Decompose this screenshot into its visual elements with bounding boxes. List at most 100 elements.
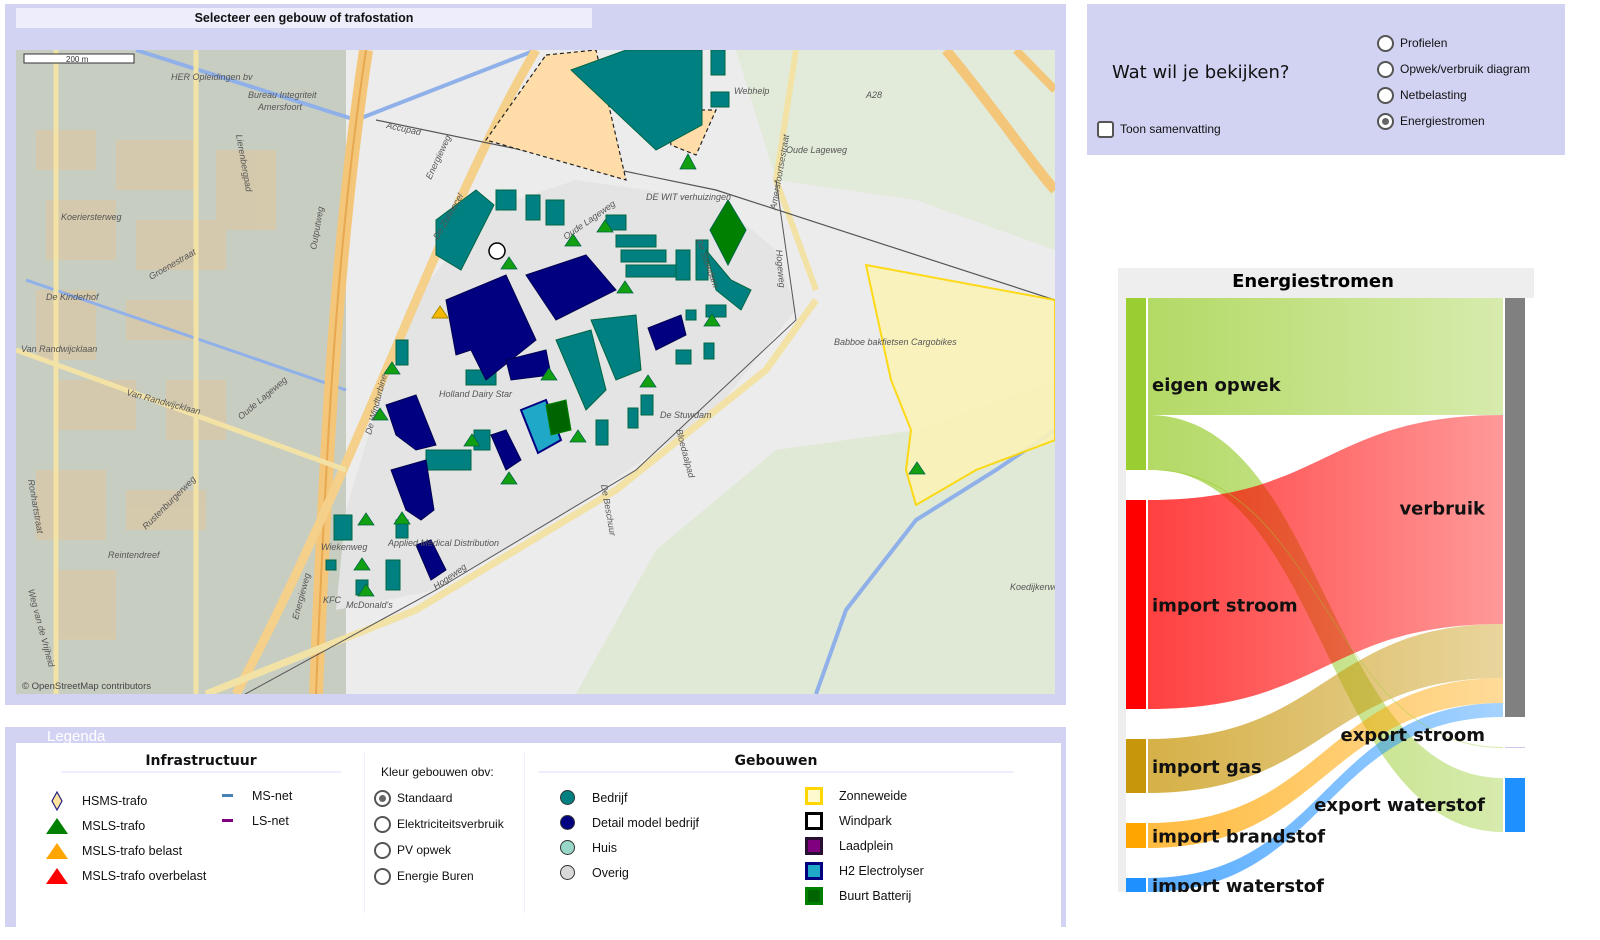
svg-text:Babboe bakfietsen Cargobikes: Babboe bakfietsen Cargobikes bbox=[834, 337, 957, 347]
radio-opwek-verbruik[interactable]: Opwek/verbruik diagram bbox=[1377, 56, 1530, 82]
svg-text:Bureau Integriteit: Bureau Integriteit bbox=[248, 90, 317, 100]
radio-standaard[interactable]: Standaard bbox=[374, 785, 504, 811]
line-icon bbox=[216, 819, 238, 822]
railway bbox=[375, 119, 1055, 301]
radio-circle[interactable] bbox=[1377, 34, 1394, 52]
net-items: MS-net LS-net bbox=[216, 783, 292, 833]
radio-circle[interactable] bbox=[374, 867, 391, 885]
sankey-link-istroom-verbruik[interactable] bbox=[1148, 415, 1503, 709]
infra-heading: Infrastructuur bbox=[61, 753, 341, 773]
radio-elektriciteitsverbruik[interactable]: Elektriciteitsverbruik bbox=[374, 811, 504, 837]
buildings-detail-model[interactable] bbox=[385, 254, 687, 581]
svg-text:DE WIT verhuizingen: DE WIT verhuizingen bbox=[646, 192, 731, 202]
radio-energiestromen[interactable]: Energiestromen bbox=[1377, 108, 1530, 134]
sankey-node-ewater[interactable] bbox=[1505, 778, 1525, 832]
svg-text:Energieweg: Energieweg bbox=[424, 134, 453, 181]
legend-overig: Overig bbox=[556, 860, 699, 885]
circle-icon bbox=[556, 815, 578, 830]
buurt-batterij[interactable] bbox=[545, 399, 572, 436]
circle-icon bbox=[556, 865, 578, 880]
radio-circle-selected[interactable] bbox=[374, 789, 391, 807]
svg-text:Applied Medical Distribution: Applied Medical Distribution bbox=[387, 538, 499, 548]
building-dot-items: Bedrijf Detail model bedrijf Huis Overig bbox=[556, 785, 699, 885]
scale-bar: 200 m bbox=[23, 53, 135, 64]
sankey-node-label: export stroom bbox=[1340, 725, 1485, 746]
legend-msls-trafo: MSLS-trafo bbox=[46, 813, 206, 838]
hsms-trafo-windpark[interactable] bbox=[709, 199, 747, 267]
radio-circle[interactable] bbox=[1377, 86, 1394, 104]
radio-circle[interactable] bbox=[374, 815, 391, 833]
svg-text:Koedijkerweg: Koedijkerweg bbox=[1010, 582, 1055, 592]
local-roads bbox=[16, 50, 347, 694]
legend-h2-electrolyser: H2 Electrolyser bbox=[803, 858, 924, 883]
color-by-radio-group: Standaard Elektriciteitsverbruik PV opwe… bbox=[374, 785, 504, 889]
checkbox-box[interactable] bbox=[1097, 120, 1114, 138]
radio-energie-buren[interactable]: Energie Buren bbox=[374, 863, 504, 889]
svg-text:HER Opleidingen bv: HER Opleidingen bv bbox=[171, 72, 253, 82]
sankey-node-iwater[interactable] bbox=[1126, 878, 1146, 892]
square-icon bbox=[803, 836, 825, 855]
sankey-node-ibrand[interactable] bbox=[1126, 823, 1146, 848]
square-icon bbox=[803, 811, 825, 830]
svg-text:Koeriersterweg: Koeriersterweg bbox=[61, 212, 122, 222]
windpark-marker[interactable] bbox=[488, 242, 506, 260]
buildings-bedrijf[interactable] bbox=[325, 50, 752, 596]
sankey-link-ibrand-verbruik[interactable] bbox=[1148, 678, 1503, 848]
sankey-title: Energiestromen bbox=[1232, 271, 1394, 292]
svg-text:De Kinderhof: De Kinderhof bbox=[46, 292, 100, 302]
radio-label: Energiestromen bbox=[1400, 114, 1485, 128]
svg-text:De Stuwdam: De Stuwdam bbox=[660, 410, 712, 420]
svg-text:Bloedaalpad: Bloedaalpad bbox=[674, 428, 697, 480]
summary-checkbox[interactable]: Toon samenvatting bbox=[1097, 116, 1221, 142]
color-by-label: Kleur gebouwen obv: bbox=[381, 765, 494, 779]
legend-bedrijf: Bedrijf bbox=[556, 785, 699, 810]
circle-icon bbox=[556, 790, 578, 805]
radio-circle[interactable] bbox=[1377, 60, 1394, 78]
sankey-link-iwater-verbruik[interactable] bbox=[1148, 703, 1503, 892]
h2-electrolyser[interactable] bbox=[519, 398, 563, 455]
sankey-link-igas-verbruik[interactable] bbox=[1148, 624, 1503, 793]
radio-circle-selected[interactable] bbox=[1377, 112, 1394, 130]
diamond-icon bbox=[46, 790, 68, 811]
svg-text:Oude Lageweg: Oude Lageweg bbox=[786, 145, 847, 155]
radio-label: Profielen bbox=[1400, 36, 1448, 50]
green-field bbox=[736, 50, 1055, 250]
railway bbox=[244, 179, 797, 694]
svg-text:Wiekenweg: Wiekenweg bbox=[321, 542, 367, 552]
map[interactable]: HER Opleidingen bv Bureau Integriteit Am… bbox=[16, 50, 1055, 694]
legend-msls-trafo-belast: MSLS-trafo belast bbox=[46, 838, 206, 863]
radio-pv-opwek[interactable]: PV opwek bbox=[374, 837, 504, 863]
radio-circle[interactable] bbox=[374, 841, 391, 859]
triangle-icon bbox=[46, 867, 68, 884]
svg-text:Reintendreef: Reintendreef bbox=[108, 550, 161, 560]
sankey-node-verbruik[interactable] bbox=[1505, 298, 1525, 717]
msls-trafo-markers[interactable] bbox=[353, 153, 926, 597]
sankey-diagram: Energiestromen eigen opwek import stroom i… bbox=[1126, 271, 1534, 897]
svg-text:KFC: KFC bbox=[323, 595, 342, 605]
square-icon bbox=[803, 861, 825, 880]
sankey-node-label: verbruik bbox=[1399, 499, 1486, 520]
highway-ramp bbox=[942, 50, 1055, 194]
sankey-node-igas[interactable] bbox=[1126, 739, 1146, 793]
sankey-node-eigen[interactable] bbox=[1126, 298, 1146, 470]
sankey-link-eigen-verbruik[interactable] bbox=[1148, 298, 1503, 415]
legend-windpark: Windpark bbox=[803, 808, 924, 833]
msls-trafo-belast-marker[interactable] bbox=[431, 305, 449, 319]
zonneweide-polygon[interactable] bbox=[864, 263, 1055, 507]
attribution: © OpenStreetMap contributors bbox=[22, 681, 151, 692]
sankey-node-label: import brandstof bbox=[1152, 827, 1325, 848]
sankey-node-istroom[interactable] bbox=[1126, 500, 1146, 709]
svg-text:Holland Dairy Star: Holland Dairy Star bbox=[439, 389, 513, 399]
sankey-link-eigen-estroom[interactable] bbox=[1148, 469, 1503, 748]
legend-huis: Huis bbox=[556, 835, 699, 860]
sankey-node-estroom[interactable] bbox=[1505, 747, 1525, 748]
svg-text:Webhelp: Webhelp bbox=[734, 86, 769, 96]
radio-profielen[interactable]: Profielen bbox=[1377, 30, 1530, 56]
square-icon bbox=[803, 886, 825, 905]
svg-text:Accupad: Accupad bbox=[385, 120, 423, 137]
radio-netbelasting[interactable]: Netbelasting bbox=[1377, 82, 1530, 108]
legend-ms-net: MS-net bbox=[216, 783, 292, 808]
map-canvas[interactable]: HER Opleidingen bv Bureau Integriteit Am… bbox=[16, 50, 1055, 694]
legend-detail-model-bedrijf: Detail model bedrijf bbox=[556, 810, 699, 835]
svg-text:Van Randwijcklaan: Van Randwijcklaan bbox=[21, 344, 97, 354]
